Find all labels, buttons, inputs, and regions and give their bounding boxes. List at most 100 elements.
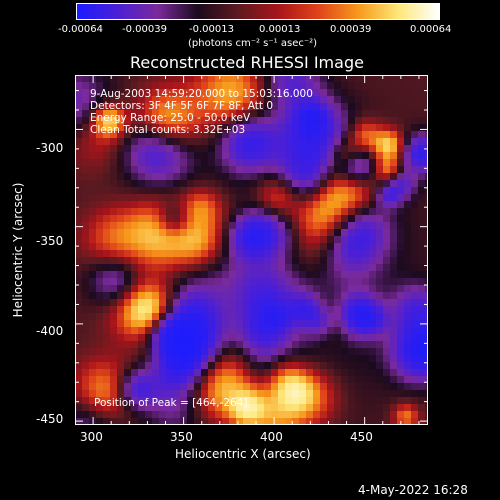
heatmap-cell [306, 173, 313, 180]
heatmap-cell [243, 208, 250, 215]
heatmap-cell [348, 250, 355, 257]
heatmap-cell [257, 306, 264, 313]
heatmap-cell [341, 320, 348, 327]
heatmap-cell [75, 180, 82, 187]
heatmap-cell [376, 173, 383, 180]
heatmap-cell [222, 355, 229, 362]
heatmap-cell [166, 138, 173, 145]
heatmap-cell [299, 201, 306, 208]
heatmap-cell [124, 390, 131, 397]
heatmap-cell [334, 383, 341, 390]
heatmap-cell [208, 145, 215, 152]
heatmap-cell [348, 411, 355, 418]
heatmap-cell [320, 313, 327, 320]
heatmap-cell [180, 138, 187, 145]
x-tick-labels: 300 350 400 450 [0, 430, 500, 446]
heatmap-cell [222, 264, 229, 271]
heatmap-cell [159, 236, 166, 243]
heatmap-cell [222, 418, 229, 425]
heatmap-cell [117, 229, 124, 236]
heatmap-cell [103, 194, 110, 201]
heatmap-cell [152, 390, 159, 397]
heatmap-cell [411, 341, 418, 348]
heatmap-cell [243, 390, 250, 397]
heatmap-cell [327, 390, 334, 397]
heatmap-cell [271, 348, 278, 355]
heatmap-cell [138, 313, 145, 320]
heatmap-cell [341, 243, 348, 250]
heatmap-cell [355, 257, 362, 264]
heatmap-cell [250, 355, 257, 362]
heatmap-cell [180, 369, 187, 376]
heatmap-cell [96, 369, 103, 376]
heatmap-cell [299, 369, 306, 376]
heatmap-cell [425, 229, 428, 236]
heatmap-cell [313, 250, 320, 257]
heatmap-cell [110, 355, 117, 362]
heatmap-cell [397, 201, 404, 208]
heatmap-cell [124, 313, 131, 320]
heatmap-cell [278, 103, 285, 110]
heatmap-cell [117, 103, 124, 110]
heatmap-cell [397, 334, 404, 341]
heatmap-cell [96, 257, 103, 264]
heatmap-cell [89, 96, 96, 103]
heatmap-cell [334, 215, 341, 222]
heatmap-cell [278, 320, 285, 327]
heatmap-cell [313, 110, 320, 117]
heatmap-cell [411, 201, 418, 208]
heatmap-cell [264, 229, 271, 236]
heatmap-cell [145, 271, 152, 278]
heatmap-cell [138, 180, 145, 187]
heatmap-cell [173, 152, 180, 159]
heatmap-cell [96, 138, 103, 145]
heatmap-cell [362, 264, 369, 271]
heatmap-cell [208, 278, 215, 285]
heatmap-cell [180, 159, 187, 166]
heatmap-cell [285, 173, 292, 180]
heatmap-cell [383, 397, 390, 404]
heatmap-cell [117, 82, 124, 89]
heatmap-cell [89, 131, 96, 138]
heatmap-cell [425, 264, 428, 271]
heatmap-cell [411, 180, 418, 187]
heatmap-cell [201, 159, 208, 166]
heatmap-cell [187, 194, 194, 201]
heatmap-cell [425, 397, 428, 404]
heatmap-cell [271, 334, 278, 341]
heatmap-cell [334, 138, 341, 145]
heatmap-cell [194, 334, 201, 341]
heatmap-cell [334, 327, 341, 334]
heatmap-cell [208, 299, 215, 306]
heatmap-cell [257, 222, 264, 229]
heatmap-cell [425, 138, 428, 145]
heatmap-cell [306, 215, 313, 222]
heatmap-cell [250, 250, 257, 257]
heatmap-cell [355, 341, 362, 348]
heatmap-cell [152, 348, 159, 355]
heatmap-cell [292, 376, 299, 383]
heatmap-cell [173, 124, 180, 131]
heatmap-cell [229, 285, 236, 292]
heatmap-cell [187, 229, 194, 236]
heatmap-cell [250, 103, 257, 110]
heatmap-cell [215, 327, 222, 334]
heatmap-cell [215, 397, 222, 404]
heatmap-cell [278, 278, 285, 285]
heatmap-cell [285, 159, 292, 166]
heatmap-cell [96, 390, 103, 397]
heatmap-cell [383, 369, 390, 376]
heatmap-cell [292, 257, 299, 264]
heatmap-cell [425, 285, 428, 292]
heatmap-cell [159, 138, 166, 145]
heatmap-cell [355, 327, 362, 334]
heatmap-cell [320, 327, 327, 334]
heatmap-cell [327, 362, 334, 369]
heatmap-cell [180, 152, 187, 159]
heatmap-cell [292, 173, 299, 180]
heatmap-cell [271, 138, 278, 145]
heatmap-cell [145, 131, 152, 138]
heatmap-cell [390, 257, 397, 264]
heatmap-cell [341, 334, 348, 341]
heatmap-cell [292, 341, 299, 348]
